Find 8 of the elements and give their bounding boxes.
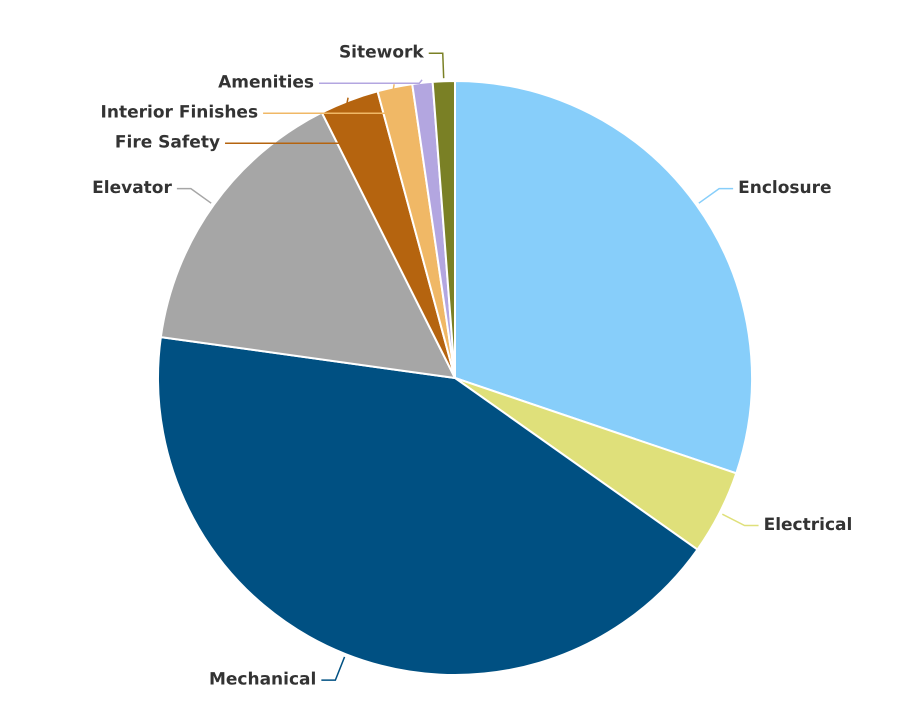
slice-label: Electrical xyxy=(764,514,852,535)
slice-label: Amenities xyxy=(218,72,314,93)
slice-label: Elevator xyxy=(92,178,172,198)
slice-label: Mechanical xyxy=(208,670,316,690)
slice-label: Interior Finishes xyxy=(100,102,258,123)
slice-label: Sitework xyxy=(338,42,424,63)
slice-label: Fire Safety xyxy=(114,132,220,153)
slice-label: Enclosure xyxy=(738,178,832,198)
